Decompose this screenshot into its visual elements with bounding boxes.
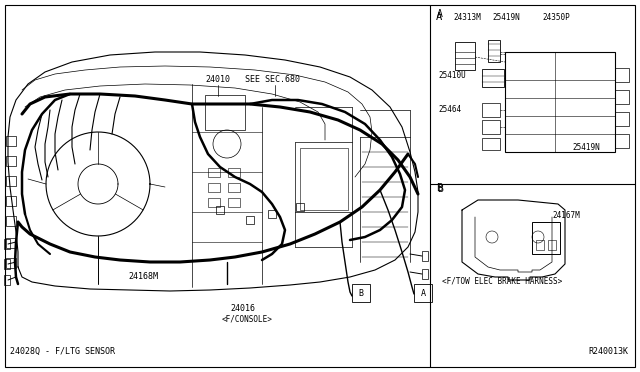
Text: A: A <box>437 9 443 19</box>
Bar <box>482 103 500 117</box>
Text: 24028Q - F/LTG SENSOR: 24028Q - F/LTG SENSOR <box>10 347 115 356</box>
Text: 25464: 25464 <box>438 105 461 114</box>
Text: 24313M: 24313M <box>453 13 481 22</box>
Bar <box>615 68 629 82</box>
Bar <box>6 156 16 166</box>
Bar <box>4 259 10 269</box>
Bar <box>6 176 16 186</box>
Bar <box>532 222 560 254</box>
Bar <box>536 240 544 250</box>
Bar <box>228 198 240 207</box>
Bar <box>268 210 276 218</box>
Text: 25410U: 25410U <box>438 71 466 80</box>
Text: B: B <box>436 183 442 193</box>
Bar <box>422 251 428 261</box>
Bar <box>352 284 370 302</box>
Bar <box>615 112 629 126</box>
Bar <box>482 120 500 134</box>
Text: <F/TOW ELEC BRAKE HARNESS>: <F/TOW ELEC BRAKE HARNESS> <box>442 276 563 285</box>
Bar <box>6 216 16 226</box>
Bar <box>505 52 615 152</box>
Text: A: A <box>436 12 442 22</box>
Text: B: B <box>358 289 364 298</box>
Bar <box>246 216 254 224</box>
Bar <box>455 42 475 70</box>
Bar <box>6 238 16 248</box>
Bar <box>422 269 428 279</box>
Text: SEE SEC.680: SEE SEC.680 <box>245 75 300 84</box>
Text: A: A <box>420 289 426 298</box>
Bar <box>208 198 220 207</box>
Bar <box>548 240 556 250</box>
Bar <box>228 168 240 177</box>
Text: 25419N: 25419N <box>572 143 600 152</box>
Bar <box>482 138 500 150</box>
Bar <box>615 90 629 104</box>
Bar <box>4 239 10 249</box>
Text: 24168M: 24168M <box>128 272 158 281</box>
Bar <box>300 148 348 210</box>
Bar <box>4 275 10 285</box>
Bar <box>414 284 432 302</box>
Text: R240013K: R240013K <box>588 347 628 356</box>
Bar <box>208 183 220 192</box>
Text: 24010: 24010 <box>205 75 230 84</box>
Text: 24350P: 24350P <box>542 13 570 22</box>
Bar <box>205 95 245 130</box>
Bar <box>6 258 16 268</box>
Text: 24016: 24016 <box>230 304 255 313</box>
Text: 25419N: 25419N <box>492 13 520 22</box>
Text: B: B <box>437 184 443 194</box>
Text: <F/CONSOLE>: <F/CONSOLE> <box>222 314 273 323</box>
Text: 24167M: 24167M <box>552 211 580 220</box>
Bar <box>482 69 504 87</box>
Bar <box>615 134 629 148</box>
Bar <box>6 196 16 206</box>
Bar <box>488 40 500 62</box>
Bar <box>216 206 224 214</box>
Bar <box>208 168 220 177</box>
Bar <box>228 183 240 192</box>
Bar <box>6 136 16 146</box>
Bar <box>296 203 304 211</box>
